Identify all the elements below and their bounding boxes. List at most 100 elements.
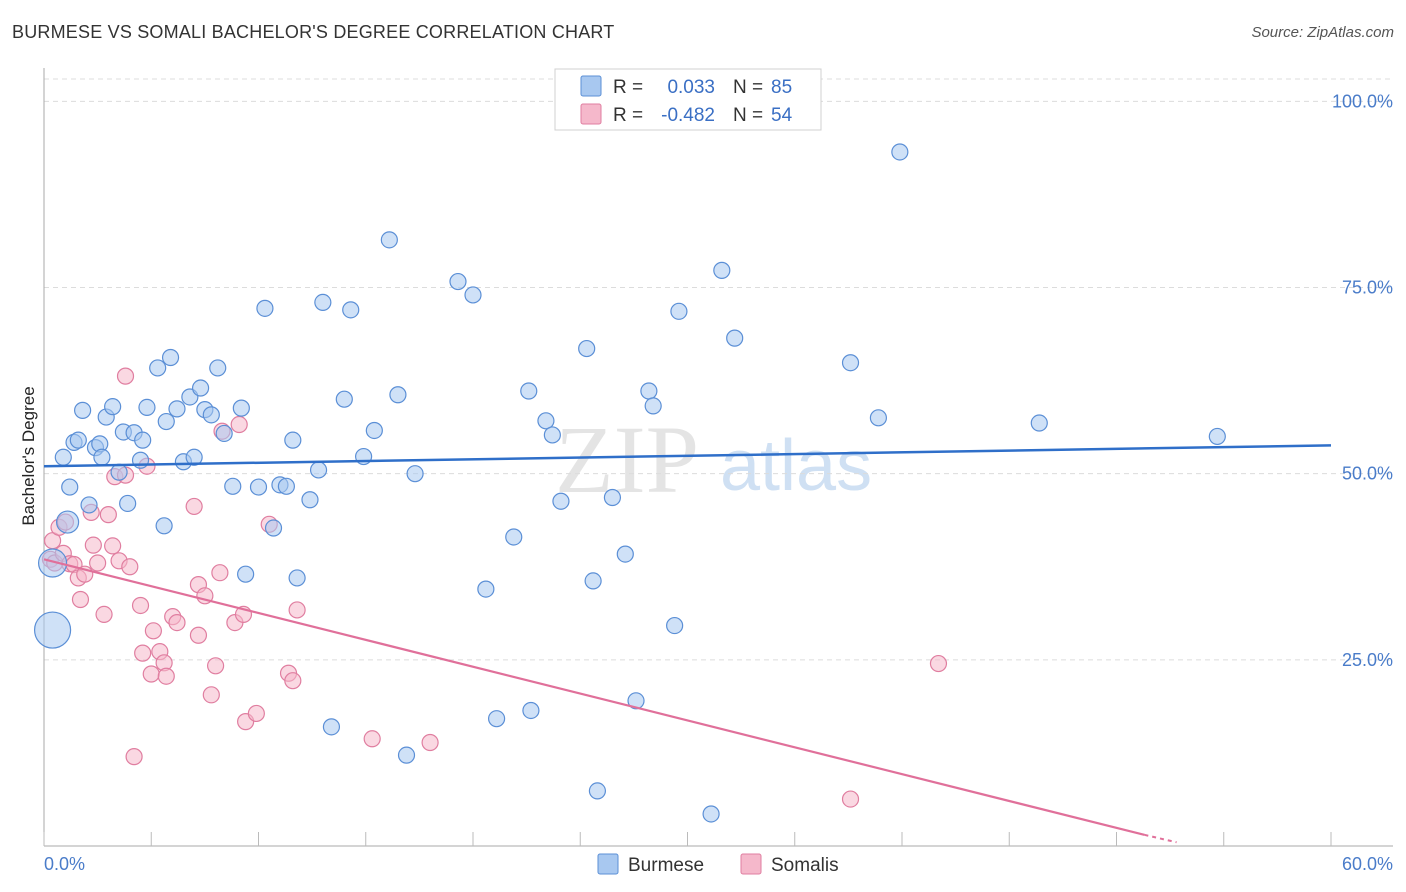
legend-somalis-n-label: N = — [733, 105, 763, 126]
burmese-point — [237, 565, 255, 583]
somalis-point — [230, 415, 248, 434]
burmese-point — [224, 477, 242, 495]
somalis-point — [363, 730, 381, 748]
legend-burmese-r-value: 0.033 — [667, 77, 715, 98]
watermark-atlas: atlas — [720, 426, 872, 506]
legend-somalis-r-label: R = — [613, 105, 643, 126]
burmese-point — [138, 398, 156, 416]
somalis-point — [125, 748, 143, 766]
burmese-point — [380, 231, 398, 249]
somalis-point — [134, 644, 152, 662]
somalis-point — [207, 657, 225, 675]
legend-swatch-burmese — [580, 75, 602, 97]
somalis-point — [211, 564, 229, 582]
burmese-point — [640, 382, 658, 400]
burmese-point — [149, 359, 167, 377]
somalis-trend-extension — [1144, 833, 1177, 844]
burmese-point — [249, 478, 268, 496]
burmese-point — [309, 461, 328, 479]
somalis-point — [71, 590, 90, 609]
burmese-point — [477, 580, 495, 598]
burmese-point — [487, 710, 506, 728]
somalis-point — [168, 614, 186, 632]
somalis-point — [142, 665, 160, 683]
legend-swatch-somalis — [580, 103, 602, 125]
burmese-point — [505, 528, 523, 546]
burmese-point — [603, 488, 622, 507]
bottom-legend-burmese: Burmese — [628, 855, 704, 876]
burmese-point — [93, 448, 111, 466]
burmese-point — [869, 409, 888, 427]
y-tick-label: 75.0% — [1342, 278, 1393, 298]
somalis-point — [99, 506, 117, 524]
burmese-point — [1208, 427, 1226, 446]
x-tick-label-max: 60.0% — [1342, 854, 1393, 874]
burmese-point — [277, 477, 295, 495]
burmese-point — [161, 348, 180, 367]
burmese-point — [168, 400, 186, 418]
axes — [43, 68, 1393, 847]
burmese-series — [33, 143, 1226, 823]
burmese-point — [215, 424, 233, 443]
burmese-point — [202, 406, 220, 424]
burmese-point — [284, 431, 302, 449]
y-tick-label: 100.0% — [1332, 91, 1393, 111]
burmese-point — [588, 782, 607, 800]
source-label: Source: ZipAtlas.com — [1251, 24, 1394, 41]
y-tick-label: 25.0% — [1342, 650, 1393, 670]
y-axis-label: Bachelor's Degree — [19, 386, 38, 525]
bottom-legend-swatch-burmese — [597, 853, 619, 875]
burmese-point — [616, 545, 634, 563]
somalis-point — [288, 601, 306, 619]
burmese-point — [537, 412, 555, 430]
chart-title: BURMESE VS SOMALI BACHELOR'S DEGREE CORR… — [12, 22, 615, 42]
somalis-point — [84, 536, 102, 554]
somalis-point — [929, 654, 948, 673]
somalis-point — [144, 622, 162, 640]
burmese-point — [110, 463, 128, 481]
burmese-point — [670, 302, 688, 320]
burmese-point — [288, 569, 306, 587]
burmese-point — [389, 386, 407, 404]
somalis-point — [841, 790, 860, 808]
burmese-point — [61, 478, 79, 496]
burmese-point — [322, 718, 341, 736]
burmese-point — [185, 448, 203, 466]
burmese-point — [80, 496, 98, 514]
burmese-point — [1030, 414, 1048, 432]
legend-burmese-r-label: R = — [613, 77, 643, 98]
burmese-point — [584, 572, 602, 590]
burmese-point — [232, 399, 250, 417]
legend-burmese-n-value: 85 — [771, 77, 792, 98]
somalis-point — [202, 686, 220, 704]
burmese-point — [522, 701, 540, 720]
legend-somalis-r-value: -0.482 — [661, 105, 715, 126]
legend-somalis-n-value: 54 — [771, 105, 793, 126]
burmese-point — [578, 339, 596, 358]
burmese-point — [33, 611, 72, 649]
x-tick-label-min: 0.0% — [44, 854, 85, 874]
burmese-point — [397, 746, 416, 764]
somalis-point — [421, 733, 439, 752]
trend-lines — [43, 444, 1332, 844]
somalis-point — [284, 672, 302, 690]
y-tick-labels: 100.0% 75.0% 50.0% 25.0% — [1332, 91, 1393, 669]
burmese-point — [264, 519, 283, 537]
burmese-point — [335, 390, 353, 408]
burmese-point — [841, 354, 860, 372]
somalis-point — [189, 626, 208, 644]
burmese-point — [134, 431, 152, 449]
legend: R = 0.033 N = 85 R = -0.482 N = 54 — [554, 68, 822, 131]
somalis-point — [247, 704, 265, 723]
burmese-point — [406, 465, 424, 483]
burmese-point — [702, 805, 720, 823]
burmese-point — [726, 329, 744, 347]
legend-burmese-n-label: N = — [733, 77, 763, 98]
somalis-point — [89, 554, 107, 572]
burmese-point — [713, 261, 731, 279]
watermark-zip: ZIP — [555, 406, 699, 513]
burmese-point — [191, 379, 210, 397]
bottom-legend-swatch-somalis — [740, 853, 762, 875]
burmese-point — [55, 510, 80, 534]
